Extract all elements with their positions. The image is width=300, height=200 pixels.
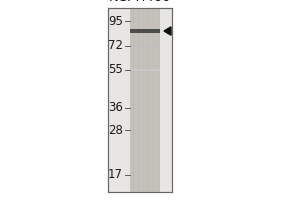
Bar <box>130 69 160 71</box>
Text: 17: 17 <box>108 168 123 181</box>
Bar <box>130 8 160 192</box>
Text: 95: 95 <box>108 15 123 28</box>
Text: 72: 72 <box>108 39 123 52</box>
Bar <box>108 8 172 192</box>
Polygon shape <box>164 27 171 35</box>
Text: NCI-H460: NCI-H460 <box>109 0 171 4</box>
Bar <box>130 29 160 33</box>
Text: 55: 55 <box>108 63 123 76</box>
Bar <box>130 45 160 47</box>
Text: 36: 36 <box>108 101 123 114</box>
Text: 28: 28 <box>108 124 123 137</box>
